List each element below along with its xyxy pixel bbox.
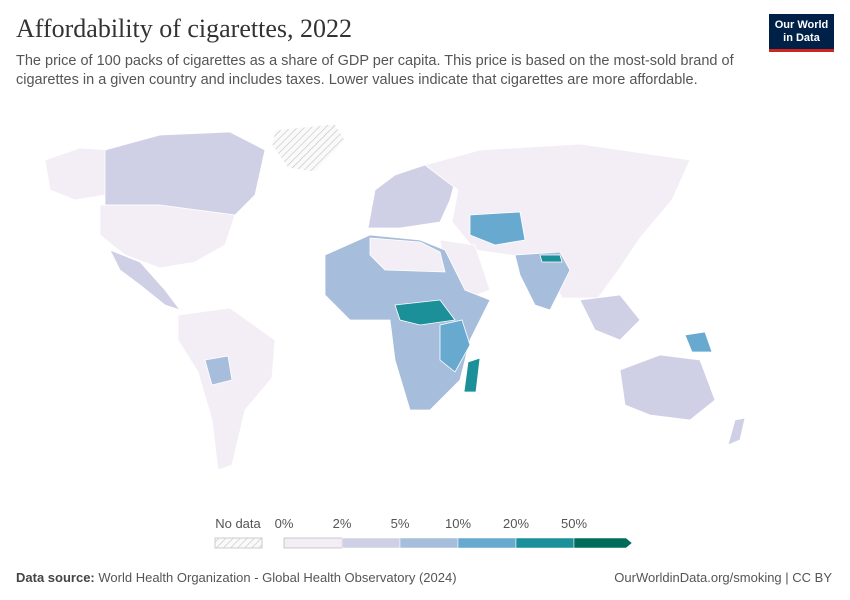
legend-swatch [283,537,343,549]
subtitle: The price of 100 packs of cigarettes as … [16,53,734,88]
countries [44,123,746,471]
central-america [109,249,182,311]
legend-swatch [573,537,633,549]
legend-swatch [457,537,517,549]
legend-swatch [399,537,459,549]
legend-tick-label: 2% [333,516,352,531]
greenland [271,123,346,173]
north-africa [369,237,446,273]
alaska [44,147,111,201]
india [514,251,571,311]
legend-label: No data [215,516,261,531]
logo[interactable]: Our World in Data [769,14,834,52]
legend-tick-label: 20% [503,516,529,531]
bolivia [204,355,233,386]
canada [104,131,266,216]
source-label: Data source: [16,570,95,585]
east-africa [439,319,471,373]
legend-tick-label: 50% [561,516,587,531]
no-data-swatch [214,537,263,549]
legend-tick-label: 5% [391,516,410,531]
southeast-asia [579,294,641,341]
central-asia [469,211,526,246]
legend: No data 0% 2% 5% 10% 20% 50% [214,516,633,549]
australia [619,354,716,421]
source: Data source: World Health Organization -… [16,570,457,585]
central-africa [394,299,456,326]
legend-tick-label: 10% [445,516,471,531]
nepal [539,254,563,263]
logo-line: Our World [774,19,829,31]
legend-tick-label: 0% [275,516,294,531]
papua-new-guinea [684,331,713,353]
logo-line: in Data [783,32,820,44]
new-zealand [727,417,746,446]
legend-swatch [515,537,575,549]
map: No data 0% 2% 5% 10% 20% 50% [44,123,746,549]
south-america [177,307,276,471]
url[interactable]: OurWorldinData.org/smoking | CC BY [614,570,832,585]
legend-swatch [341,537,401,549]
title: Affordability of cigarettes, 2022 [16,14,352,43]
source-text: World Health Organization - Global Healt… [98,570,457,585]
usa [99,204,236,269]
madagascar [463,357,481,393]
